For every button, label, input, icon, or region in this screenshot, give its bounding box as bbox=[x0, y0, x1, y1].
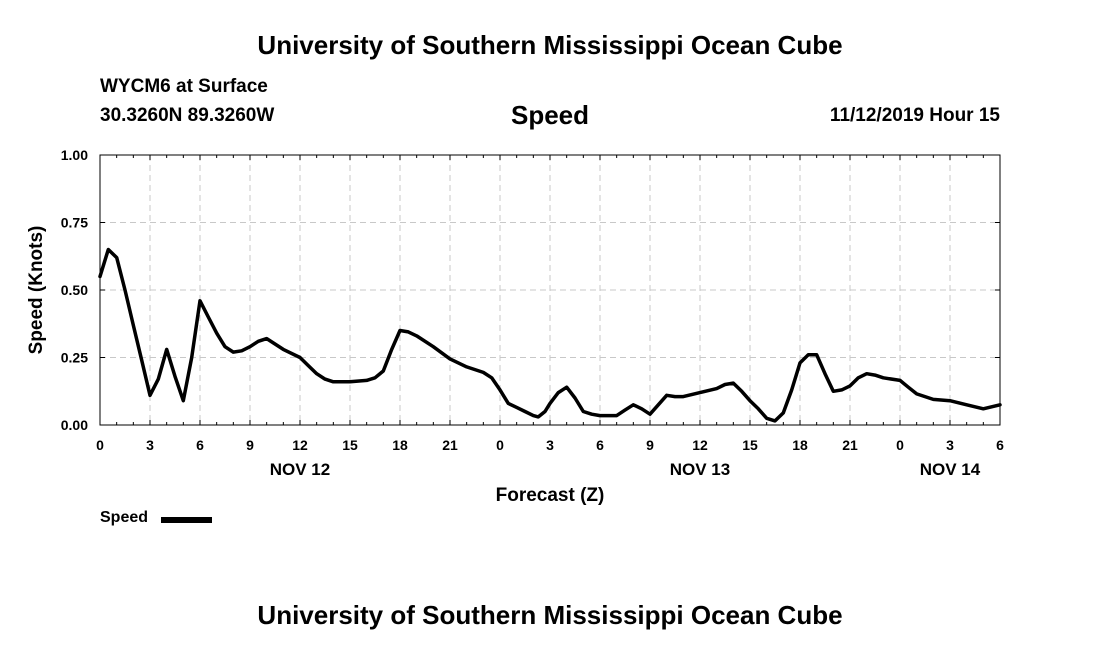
station-name: WYCM6 at Surface bbox=[100, 76, 268, 97]
date-label: NOV 14 bbox=[920, 460, 981, 479]
x-tick-label: 0 bbox=[896, 437, 904, 453]
date-label: NOV 13 bbox=[670, 460, 730, 479]
station-coordinates: 30.3260N 89.3260W bbox=[100, 105, 275, 126]
y-tick-label: 1.00 bbox=[61, 147, 88, 163]
chart-title: Speed bbox=[510, 100, 590, 130]
y-tick-label: 0.50 bbox=[61, 282, 88, 298]
x-tick-label: 12 bbox=[692, 437, 708, 453]
x-tick-label: 15 bbox=[342, 437, 358, 453]
x-tick-label: 9 bbox=[246, 437, 254, 453]
bottom-title: University of Southern Mississippi Ocean… bbox=[257, 600, 843, 630]
y-tick-label: 0.25 bbox=[61, 350, 88, 366]
speed-series-line bbox=[98, 247, 1002, 423]
date-label: NOV 12 bbox=[270, 460, 330, 479]
x-tick-label: 6 bbox=[996, 437, 1004, 453]
x-tick-label: 3 bbox=[546, 437, 554, 453]
x-tick-label: 21 bbox=[442, 437, 458, 453]
x-tick-label: 6 bbox=[196, 437, 204, 453]
x-tick-label: 0 bbox=[496, 437, 504, 453]
x-tick-label: 0 bbox=[96, 437, 104, 453]
plot-frame bbox=[99, 154, 1001, 426]
x-tick-label: 6 bbox=[596, 437, 604, 453]
x-tick-label: 12 bbox=[292, 437, 308, 453]
legend-swatch bbox=[161, 517, 212, 523]
forecast-timestamp: 11/12/2019 Hour 15 bbox=[829, 105, 1000, 126]
x-tick-label: 3 bbox=[946, 437, 954, 453]
legend-label: Speed bbox=[100, 509, 149, 526]
y-tick-label: 0.75 bbox=[61, 215, 88, 231]
x-tick-label: 15 bbox=[742, 437, 758, 453]
y-tick-label: 0.00 bbox=[61, 417, 88, 433]
x-axis-label: Forecast (Z) bbox=[496, 485, 605, 506]
x-tick-label: 21 bbox=[842, 437, 858, 453]
y-axis-label: Speed (Knots) bbox=[26, 226, 47, 355]
x-tick-label: 18 bbox=[792, 437, 808, 453]
x-tick-label: 3 bbox=[146, 437, 154, 453]
top-title: University of Southern Mississippi Ocean… bbox=[257, 30, 843, 60]
x-tick-label: 9 bbox=[646, 437, 654, 453]
x-tick-label: 18 bbox=[392, 437, 408, 453]
